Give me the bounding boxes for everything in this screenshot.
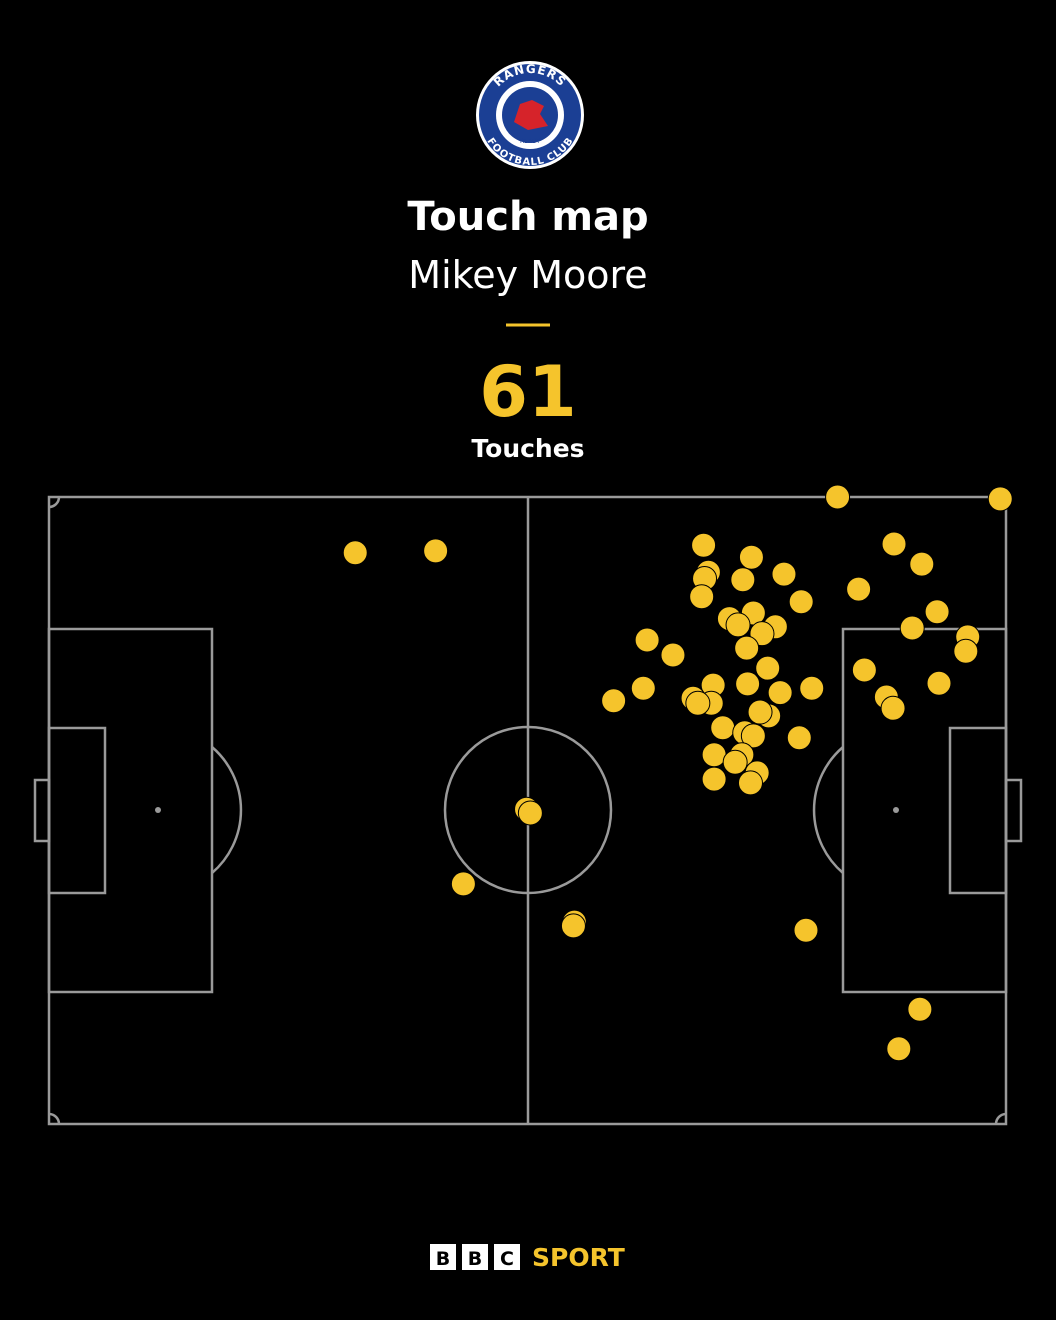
touch-point (701, 742, 727, 768)
footer-logo: B B C SPORT (430, 1243, 625, 1272)
touch-point (926, 670, 952, 696)
touch-point (630, 675, 656, 701)
touch-point (909, 551, 935, 577)
touch-point (755, 655, 781, 681)
touch-point (740, 723, 766, 749)
badge-motto: READY (520, 138, 540, 145)
touch-point (601, 688, 627, 714)
brand-letter: B (436, 1248, 450, 1270)
touch-point (722, 749, 748, 775)
touch-point (907, 996, 933, 1022)
touch-point (735, 671, 761, 697)
brand-letter: C (500, 1248, 514, 1270)
touch-point (899, 615, 925, 641)
touch-point (689, 584, 715, 610)
touch-point (924, 599, 950, 625)
touch-point (660, 642, 686, 668)
touch-point (423, 538, 449, 564)
chart-subtitle: Mikey Moore (408, 253, 647, 297)
touch-point (749, 621, 775, 647)
touch-point (685, 690, 711, 716)
touch-point (725, 612, 751, 638)
touch-point (747, 699, 773, 725)
touch-point (799, 675, 825, 701)
touch-point (730, 567, 756, 593)
brand-letter: B (468, 1248, 482, 1270)
touch-point (738, 544, 764, 570)
touch-point (987, 486, 1013, 512)
chart-title: Touch map (407, 194, 648, 240)
brand-section: SPORT (532, 1243, 625, 1272)
touch-point (737, 770, 763, 796)
touch-point (517, 800, 543, 826)
touch-point (560, 913, 586, 939)
touch-point (450, 871, 476, 897)
touch-point (734, 635, 760, 661)
touch-point (851, 657, 877, 683)
touch-point (825, 484, 851, 510)
touch-point (793, 917, 819, 943)
touch-point (701, 766, 727, 792)
touch-point (788, 589, 814, 615)
club-badge: RANGERS FOOTBALL CLUB READY (476, 61, 584, 169)
touch-point (691, 532, 717, 558)
total-touches: 61 (479, 351, 576, 433)
touch-point (710, 715, 736, 741)
touch-point (342, 540, 368, 566)
touch-point (881, 531, 907, 557)
total-label: Touches (471, 434, 584, 463)
touch-point (880, 695, 906, 721)
touch-point (786, 725, 812, 751)
touch-point (771, 561, 797, 587)
touch-point (886, 1036, 912, 1062)
touch-point (634, 627, 660, 653)
touch-point (767, 680, 793, 706)
touch-point (846, 576, 872, 602)
touch-point (953, 638, 979, 664)
